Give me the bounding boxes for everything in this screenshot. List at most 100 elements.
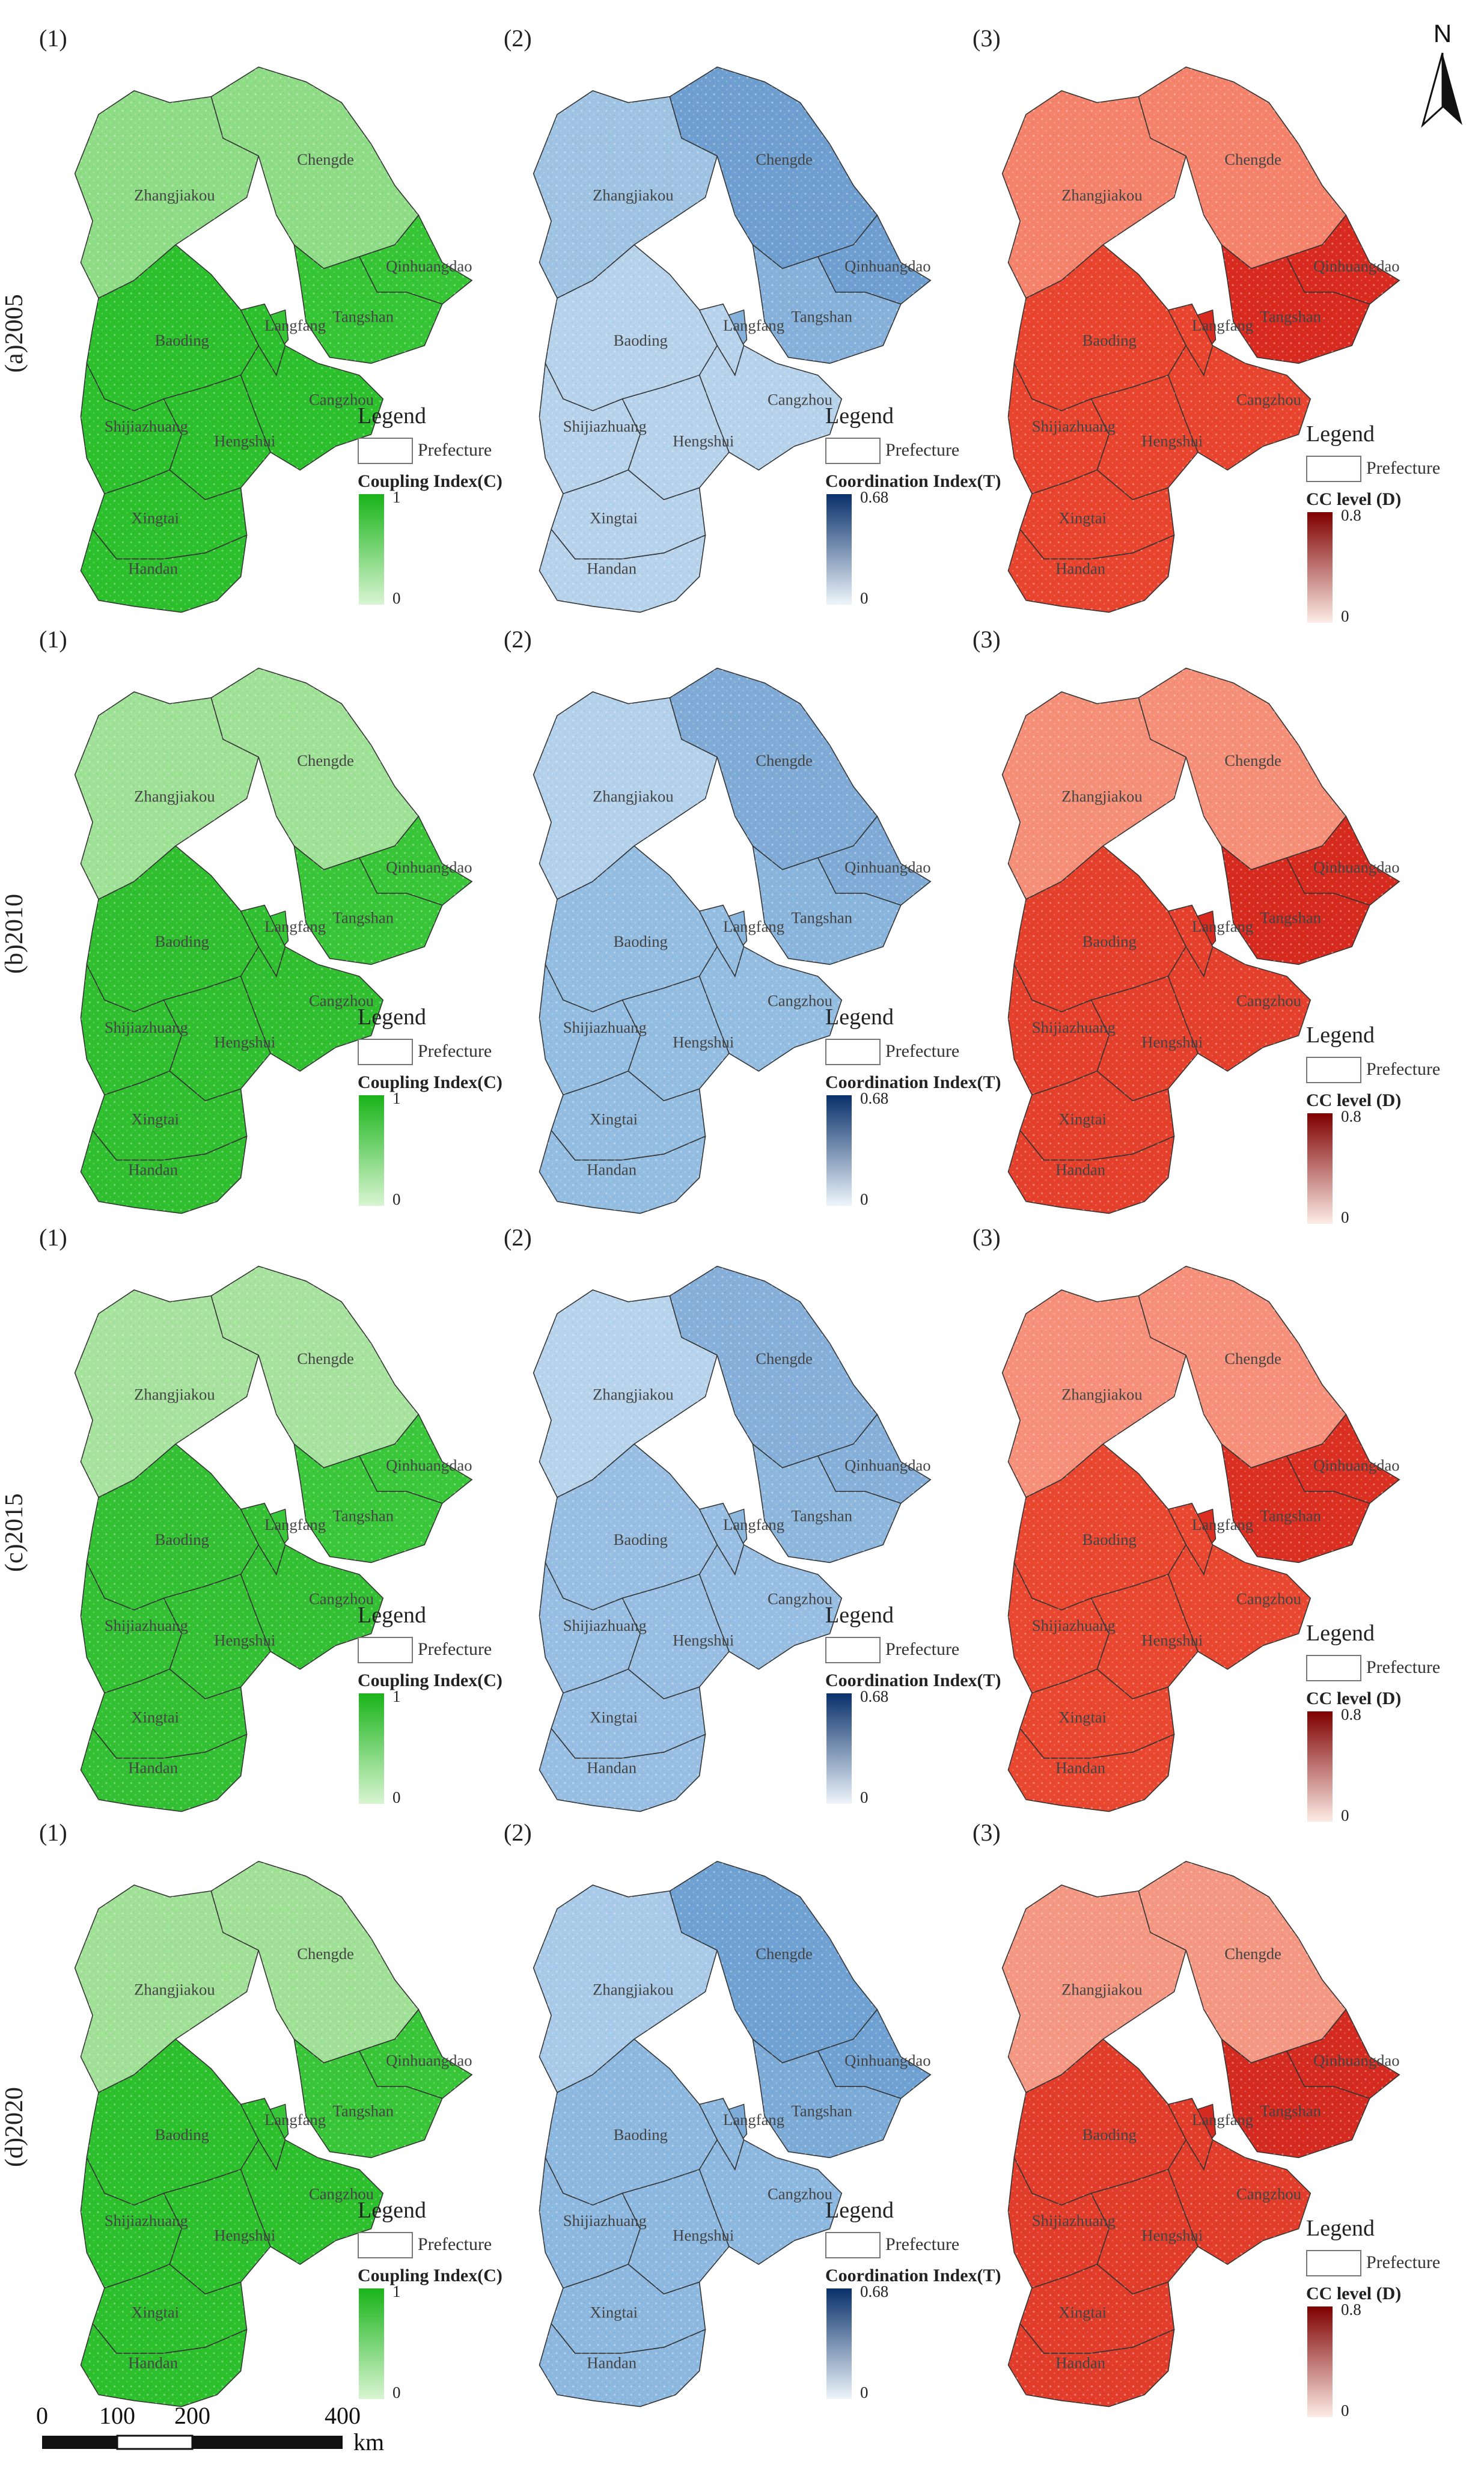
region-texture xyxy=(81,2157,182,2288)
map-panel-cc_level-2010: (3) Zhangjiakou Chengde Qinhuangdao Tangshan… xyxy=(960,625,1440,1226)
ramp-min-label: 0 xyxy=(1341,1806,1349,1824)
city-label-zhangjiakou: Zhangjiakou xyxy=(1061,1980,1142,1998)
city-label-shijiazhuang: Shijiazhuang xyxy=(1032,2211,1116,2230)
region-texture xyxy=(81,1728,247,1812)
region-texture xyxy=(1286,2009,1400,2098)
city-label-qinhuangdao: Qinhuangdao xyxy=(844,1456,930,1475)
city-label-zhangjiakou: Zhangjiakou xyxy=(134,1385,215,1403)
city-label-baoding: Baoding xyxy=(1082,2126,1137,2144)
prefecture-label: Prefecture xyxy=(885,440,960,460)
region-texture xyxy=(545,1444,718,1610)
city-label-hengshui: Hengshui xyxy=(673,1631,734,1649)
city-label-chengde: Chengde xyxy=(756,1945,813,1963)
city-label-langfang: Langfang xyxy=(1192,2111,1253,2129)
region-texture xyxy=(539,1130,706,1214)
city-label-handan: Handan xyxy=(587,1758,637,1776)
city-label-shijiazhuang: Shijiazhuang xyxy=(1032,417,1116,435)
city-label-handan: Handan xyxy=(128,1160,178,1178)
legend-title: Legend xyxy=(1306,1621,1375,1646)
city-label-baoding: Baoding xyxy=(155,2126,209,2144)
city-label-cangzhou: Cangzhou xyxy=(309,390,374,408)
index-title: CC level (D) xyxy=(1306,489,1402,509)
region-texture xyxy=(240,304,286,376)
city-label-shijiazhuang: Shijiazhuang xyxy=(1032,1616,1116,1634)
ramp-min-label: 0 xyxy=(392,2383,401,2401)
city-label-langfang: Langfang xyxy=(723,316,784,334)
index-title: Coupling Index(C) xyxy=(358,471,502,491)
city-label-hengshui: Hengshui xyxy=(673,2226,734,2244)
prefecture-symbol xyxy=(825,2232,881,2258)
region-texture xyxy=(1286,215,1400,304)
region-texture xyxy=(699,905,744,977)
choropleth-map: Zhangjiakou Chengde Qinhuangdao Tangshan Bao… xyxy=(1001,66,1400,613)
region-texture xyxy=(622,2169,729,2294)
ramp-max-label: 1 xyxy=(392,488,401,506)
prefecture-symbol xyxy=(1306,2250,1361,2276)
region-texture xyxy=(240,905,286,977)
city-label-xingtai: Xingtai xyxy=(131,1110,179,1128)
prefecture-label: Prefecture xyxy=(885,2234,960,2254)
svg-text:200: 200 xyxy=(174,2402,210,2429)
choropleth-map: Zhangjiakou Chengde Qinhuangdao Tangshan Bao… xyxy=(1001,667,1400,1214)
city-label-cangzhou: Cangzhou xyxy=(309,1589,374,1607)
map-panel-coordination-2010: (2) Zhangjiakou Chengde Qinhuangdao Tangshan… xyxy=(492,625,1001,1214)
city-label-xingtai: Xingtai xyxy=(1058,1708,1107,1726)
city-label-shijiazhuang: Shijiazhuang xyxy=(1032,1018,1116,1036)
color-ramp xyxy=(826,1693,852,1804)
city-label-hengshui: Hengshui xyxy=(1141,432,1203,450)
city-label-zhangjiakou: Zhangjiakou xyxy=(1061,186,1142,204)
city-label-hengshui: Hengshui xyxy=(214,2226,275,2244)
panel-label: (2) xyxy=(504,25,532,52)
city-label-baoding: Baoding xyxy=(614,2126,668,2144)
region-texture xyxy=(1168,1544,1311,1669)
region-texture xyxy=(1002,1289,1186,1497)
region-texture xyxy=(359,816,472,905)
city-label-tangshan: Tangshan xyxy=(791,1506,852,1524)
ramp-min-label: 0 xyxy=(392,1788,401,1806)
region-texture xyxy=(1168,905,1213,977)
choropleth-map: Zhangjiakou Chengde Qinhuangdao Tangshan Bao… xyxy=(533,1860,932,2407)
city-label-langfang: Langfang xyxy=(264,1515,326,1533)
region-texture xyxy=(81,1562,182,1693)
panel-label: (3) xyxy=(973,1224,1001,1251)
prefecture-label: Prefecture xyxy=(1366,2252,1441,2272)
city-label-tangshan: Tangshan xyxy=(1260,2101,1321,2120)
ramp-max-label: 0.8 xyxy=(1341,2300,1361,2318)
panel-label: (3) xyxy=(973,626,1001,653)
city-label-zhangjiakou: Zhangjiakou xyxy=(1061,1385,1142,1403)
region-texture xyxy=(817,2009,931,2098)
region-texture xyxy=(699,946,842,1071)
city-label-shijiazhuang: Shijiazhuang xyxy=(563,1616,647,1634)
region-texture xyxy=(551,1071,706,1160)
choropleth-map: Zhangjiakou Chengde Qinhuangdao Tangshan Bao… xyxy=(533,66,932,613)
color-ramp xyxy=(1307,512,1333,623)
city-label-chengde: Chengde xyxy=(1224,1350,1281,1368)
region-texture xyxy=(699,1503,744,1575)
index-title: CC level (D) xyxy=(1306,2284,1402,2303)
region-texture xyxy=(533,90,718,298)
region-texture xyxy=(81,964,182,1095)
city-label-langfang: Langfang xyxy=(1192,1515,1253,1533)
city-label-qinhuangdao: Qinhuangdao xyxy=(1313,858,1399,876)
ramp-max-label: 1 xyxy=(392,1089,401,1107)
region-texture xyxy=(539,363,641,494)
region-texture xyxy=(1014,245,1186,411)
city-label-chengde: Chengde xyxy=(756,1350,813,1368)
ramp-min-label: 0 xyxy=(860,2383,869,2401)
city-label-qinhuangdao: Qinhuangdao xyxy=(386,858,472,876)
city-label-zhangjiakou: Zhangjiakou xyxy=(593,1385,673,1403)
map-panel-coupling-2010: (1) Zhangjiakou Chengde Qinhuangdao Tangshan… xyxy=(24,625,502,1214)
index-title: Coupling Index(C) xyxy=(358,2266,502,2285)
city-label-langfang: Langfang xyxy=(723,917,784,935)
city-label-zhangjiakou: Zhangjiakou xyxy=(134,787,215,805)
ramp-min-label: 0 xyxy=(392,589,401,607)
region-texture xyxy=(1286,816,1400,905)
legend: Legend Prefecture Coupling Index(C) 1 0 xyxy=(358,403,538,619)
city-label-handan: Handan xyxy=(128,2353,178,2371)
region-texture xyxy=(87,245,259,411)
choropleth-map: Zhangjiakou Chengde Qinhuangdao Tangshan Bao… xyxy=(74,1265,473,1812)
scale-bar: 0 100 200 400 km xyxy=(36,2398,397,2477)
city-label-baoding: Baoding xyxy=(1082,932,1137,950)
region-texture xyxy=(1138,668,1346,870)
city-label-handan: Handan xyxy=(1055,2353,1105,2371)
